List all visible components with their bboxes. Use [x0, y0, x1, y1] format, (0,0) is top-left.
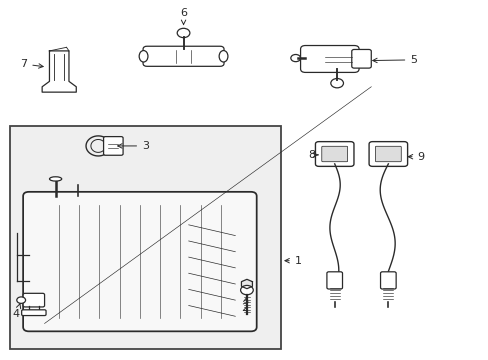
Text: 1: 1 — [285, 256, 301, 266]
Circle shape — [240, 285, 253, 295]
Text: 3: 3 — [118, 141, 149, 151]
Polygon shape — [241, 279, 252, 289]
FancyBboxPatch shape — [315, 141, 353, 166]
Ellipse shape — [219, 50, 227, 62]
FancyBboxPatch shape — [375, 146, 401, 162]
FancyBboxPatch shape — [300, 45, 358, 72]
Text: 7: 7 — [20, 59, 43, 69]
Circle shape — [17, 297, 25, 303]
FancyBboxPatch shape — [21, 310, 46, 316]
Text: 2: 2 — [241, 297, 247, 313]
Bar — [10, 126, 281, 348]
Ellipse shape — [49, 177, 61, 181]
Text: 5: 5 — [372, 55, 416, 65]
Circle shape — [330, 78, 343, 88]
FancyBboxPatch shape — [103, 136, 123, 155]
Circle shape — [177, 28, 189, 38]
FancyBboxPatch shape — [351, 49, 370, 68]
FancyBboxPatch shape — [23, 192, 256, 331]
Circle shape — [290, 54, 300, 62]
Text: 9: 9 — [407, 152, 424, 162]
FancyBboxPatch shape — [368, 141, 407, 166]
Text: 6: 6 — [180, 8, 187, 24]
Ellipse shape — [139, 50, 148, 62]
FancyBboxPatch shape — [143, 46, 224, 66]
Text: 4: 4 — [13, 303, 20, 319]
FancyBboxPatch shape — [326, 272, 342, 289]
FancyBboxPatch shape — [380, 272, 395, 289]
FancyBboxPatch shape — [23, 293, 44, 307]
FancyBboxPatch shape — [321, 146, 347, 162]
Text: 8: 8 — [307, 150, 317, 160]
